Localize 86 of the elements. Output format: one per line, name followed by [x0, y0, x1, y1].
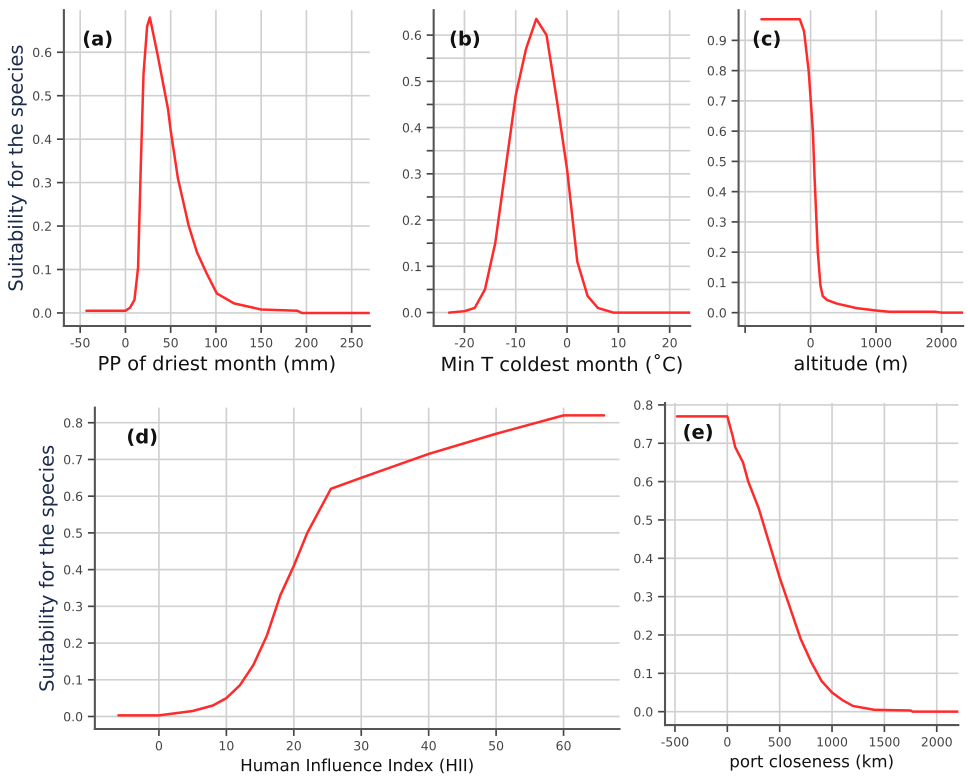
annotation: (a)	[84, 30, 112, 48]
y-tick-label: 0.4	[33, 134, 52, 144]
x-tick-label: 10	[612, 338, 626, 348]
y-axis-title: Suitability for the species	[38, 446, 58, 691]
y-tick-label: 0.6	[64, 492, 82, 502]
x-tick-label: 200	[295, 338, 318, 348]
annotation: (d)	[128, 428, 156, 446]
line-series	[448, 18, 690, 314]
x-tick-label: 0	[564, 338, 570, 348]
y-tick-label: 0.1	[634, 668, 652, 678]
y-tick-label: 0.3	[708, 217, 726, 227]
x-tick-label: 2000	[926, 338, 957, 348]
y-tick-label: 0.0	[402, 308, 422, 318]
x-tick-label: 50	[164, 338, 178, 348]
line-series	[85, 16, 370, 314]
y-tick-label: 0.4	[64, 565, 82, 575]
y-tick-label: 0.2	[402, 216, 421, 226]
y-tick-label: 0.3	[33, 178, 52, 188]
y-tick-label: 0.0	[64, 712, 82, 722]
y-tick-label: 0.1	[64, 675, 82, 685]
x-axis-title: PP of driest month (mm)	[99, 355, 334, 373]
y-tick-label: 0.9	[708, 36, 726, 46]
y-tick-label: 0.4	[402, 123, 422, 133]
x-tick-label: 20	[286, 741, 301, 750]
y-tick-label: 0.8	[634, 400, 652, 410]
x-tick-label: 10	[220, 741, 234, 750]
y-tick-label: 0.6	[402, 30, 422, 40]
y-tick-label: 0.0	[634, 707, 652, 717]
line-series	[676, 415, 958, 713]
y-tick-label: 0.4	[634, 554, 653, 564]
y-tick-label: 0.5	[708, 156, 726, 166]
x-tick-label: -50	[70, 338, 90, 348]
x-tick-label: -500	[661, 737, 688, 747]
x-tick-label: 0	[724, 737, 730, 747]
y-tick-label: 0.7	[634, 438, 652, 448]
y-tick-label: 0.7	[64, 454, 82, 464]
annotation: (c)	[754, 30, 780, 48]
y-tick-label: 0.2	[708, 248, 726, 258]
x-axis-title: Human Influence Index (HII)	[242, 758, 473, 774]
x-tick-label: 50	[489, 741, 504, 750]
y-tick-label: 0.1	[402, 262, 421, 272]
x-tick-label: 1000	[862, 338, 892, 348]
y-tick-label: 0.7	[708, 96, 726, 106]
y-tick-label: 0.5	[402, 76, 421, 86]
x-tick-label: -20	[454, 338, 474, 348]
y-tick-label: 0.2	[634, 630, 652, 640]
y-tick-label: 0.4	[708, 187, 726, 197]
x-tick-label: 500	[768, 737, 791, 747]
y-tick-label: 0.3	[402, 169, 421, 179]
y-tick-label: 0.2	[64, 638, 82, 648]
y-tick-label: 0.6	[708, 126, 726, 136]
y-tick-label: 0.0	[708, 308, 726, 318]
x-tick-label: 1000	[818, 737, 848, 747]
y-tick-label: 0.6	[634, 477, 652, 487]
x-tick-label: 2000	[922, 737, 952, 747]
x-tick-label: 40	[421, 741, 436, 750]
x-tick-label: 250	[340, 338, 363, 348]
line-series	[117, 414, 606, 717]
y-tick-label: 0.8	[708, 66, 726, 76]
x-tick-label: -10	[506, 338, 526, 348]
x-tick-label: 150	[250, 338, 272, 348]
x-tick-label: 60	[556, 741, 571, 750]
y-tick-label: 0.5	[634, 515, 652, 525]
y-tick-label: 0.3	[634, 592, 652, 602]
x-tick-label: 30	[354, 741, 368, 750]
x-tick-label: 20	[662, 338, 677, 348]
x-tick-label: 100	[205, 338, 228, 348]
y-tick-label: 0.5	[64, 528, 82, 538]
y-tick-label: 0.3	[64, 602, 82, 612]
x-tick-label: 1500	[870, 737, 900, 747]
x-axis-title: altitude (m)	[794, 355, 907, 373]
y-tick-label: 0.6	[33, 48, 52, 58]
y-tick-label: 0.5	[33, 91, 51, 101]
x-tick-label: 0	[122, 338, 129, 348]
y-tick-label: 0.1	[708, 278, 726, 288]
x-tick-label: 0	[156, 741, 162, 750]
annotation: (e)	[684, 424, 712, 442]
y-axis-title: Suitability for the species	[8, 45, 27, 290]
y-tick-label: 0.0	[33, 308, 52, 318]
y-tick-label: 0.1	[33, 264, 51, 274]
x-axis-title: port closeness (km)	[730, 754, 893, 771]
annotation: (b)	[450, 30, 480, 48]
x-axis-title: Min T coldest month (˚C)	[442, 354, 682, 374]
x-tick-label: 0	[807, 338, 814, 348]
y-tick-label: 0.2	[33, 222, 51, 231]
y-tick-label: 0.8	[64, 418, 82, 428]
